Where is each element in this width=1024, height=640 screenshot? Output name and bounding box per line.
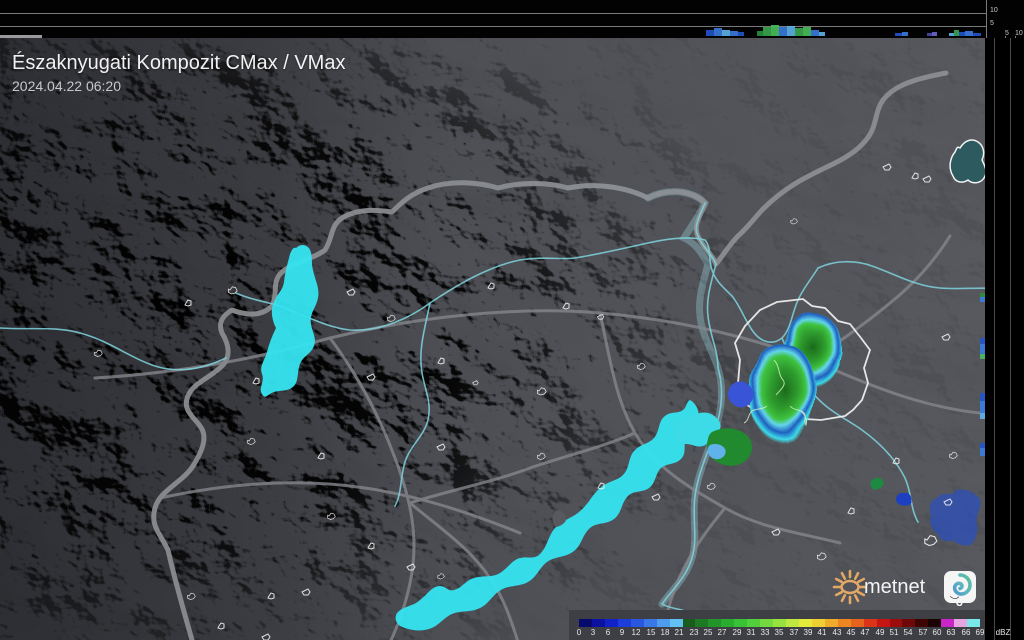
svg-text:metnet: metnet	[864, 576, 926, 598]
